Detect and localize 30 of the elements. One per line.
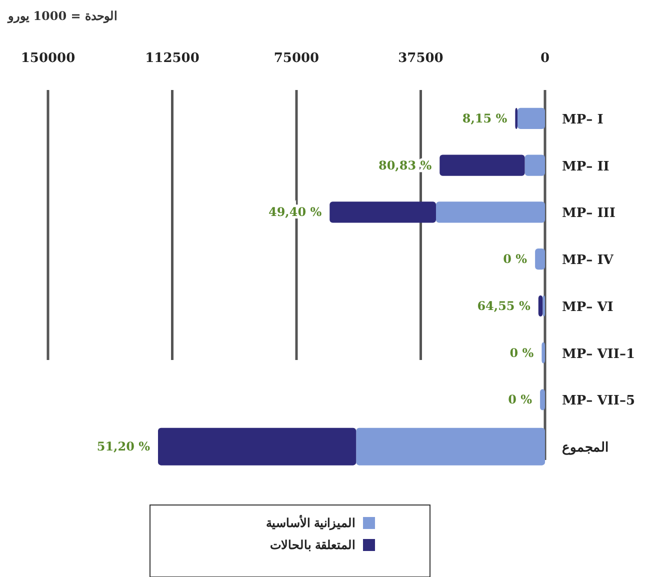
bar [330,202,436,223]
x-tick-label: 150000 [20,51,76,66]
bar [540,389,545,410]
annotation: 0 % [510,346,534,360]
bar [542,342,545,364]
y-tick-label: MP– VII–5 [562,394,635,409]
x-tick-label: 112500 [145,51,200,66]
legend-label: الميزانية الأساسية [266,515,355,531]
x-tick-label: 75000 [274,51,320,66]
y-tick-label: MP– VII–1 [562,346,635,362]
x-tick-label: 0 [540,51,550,66]
legend-label: المتعلقة بالحالات [270,538,355,552]
annotation: 0 % [508,392,533,407]
annotation: 51,20 % [96,440,151,454]
y-tick-label: المجموع [562,440,609,456]
bar [518,108,545,129]
y-tick-label: MP– VI [562,300,614,315]
annotation: 8,15 % [462,111,508,126]
bar [524,154,545,176]
y-tick-label: MP– III [562,206,616,222]
annotation: 0 % [503,252,528,266]
y-tick-label: MP– IV [562,253,614,268]
bar [436,202,545,223]
x-tick-label: 37500 [398,51,444,66]
bar [440,154,525,176]
bar [535,248,545,270]
y-tick-label: MP– II [562,159,610,174]
annotation: 64,55 % [477,298,531,313]
text: الوحدة = 1000 يورو [7,9,118,24]
y-tick-label: MP– I [562,112,604,128]
